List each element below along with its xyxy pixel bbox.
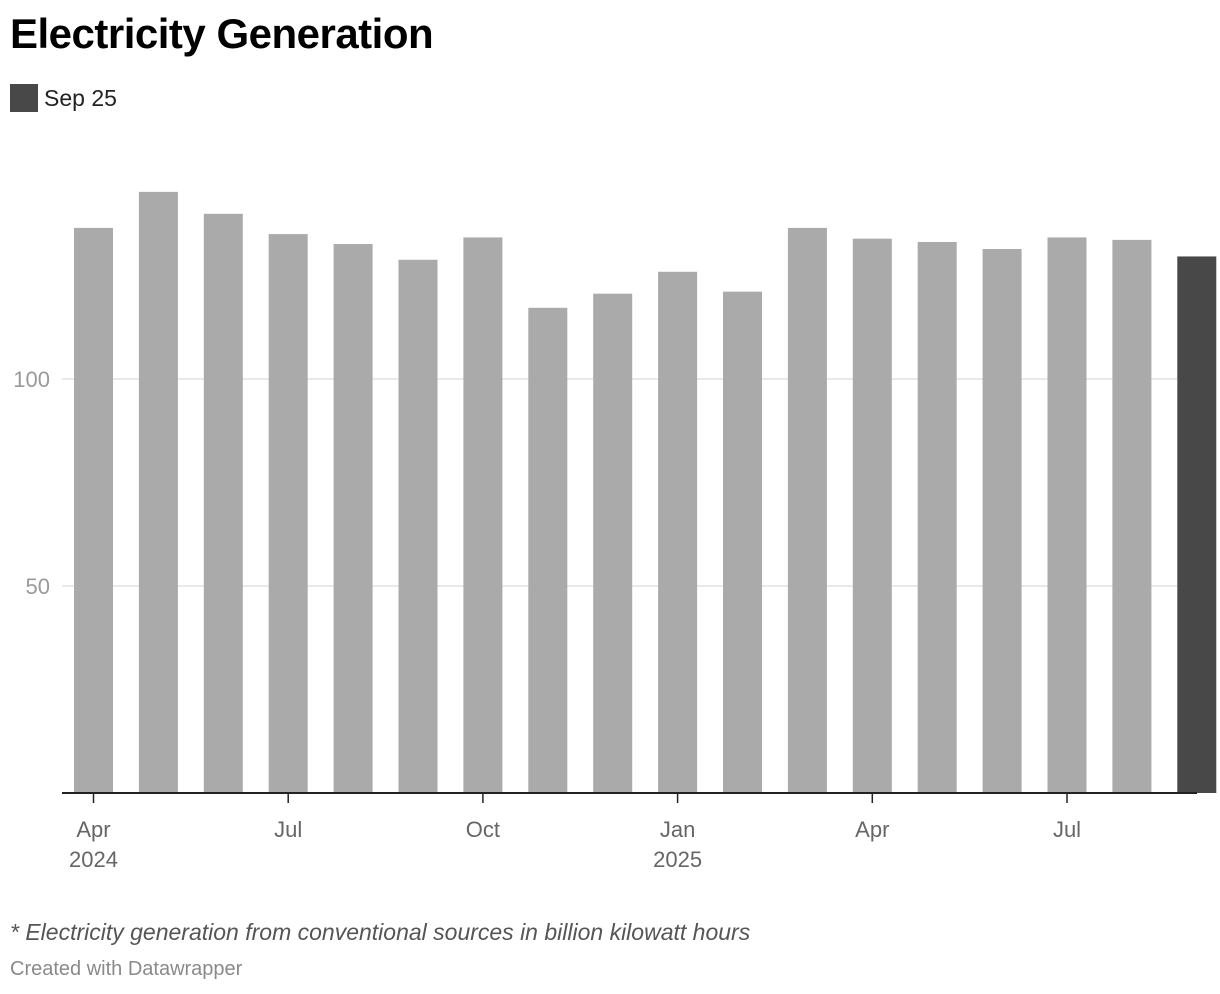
bar (723, 291, 762, 793)
bar (333, 244, 373, 793)
y-tick-label: 50 (26, 574, 50, 599)
x-tick-label: Apr (76, 817, 110, 842)
bar (138, 191, 178, 793)
x-tick-label: Jan (660, 817, 695, 842)
y-tick-label: 100 (13, 367, 50, 392)
bar (268, 234, 308, 794)
x-tick-year-label: 2024 (69, 847, 118, 872)
bar (398, 259, 438, 793)
bar (463, 237, 503, 794)
x-tick-label: Jul (1053, 817, 1081, 842)
bar (787, 227, 827, 793)
bar (658, 271, 698, 793)
x-tick-label: Apr (855, 817, 889, 842)
bar (1047, 237, 1087, 794)
legend-label: Sep 25 (44, 84, 117, 111)
credit-line: Created with Datawrapper (10, 958, 243, 980)
legend: Sep 25 (10, 84, 117, 112)
x-tick-year-label: 2025 (653, 847, 702, 872)
footnote: * Electricity generation from convention… (10, 919, 751, 945)
bar (917, 241, 957, 793)
bar (852, 238, 892, 794)
bar (203, 213, 243, 794)
legend-swatch (10, 84, 38, 112)
bar (528, 307, 568, 793)
x-tick-label: Jul (274, 817, 302, 842)
bar (593, 293, 633, 793)
bar (1112, 239, 1152, 793)
bar (982, 249, 1022, 793)
chart-title: Electricity Generation (10, 10, 434, 57)
bar (74, 227, 113, 793)
x-tick-label: Oct (466, 817, 500, 842)
bar (1177, 256, 1217, 793)
